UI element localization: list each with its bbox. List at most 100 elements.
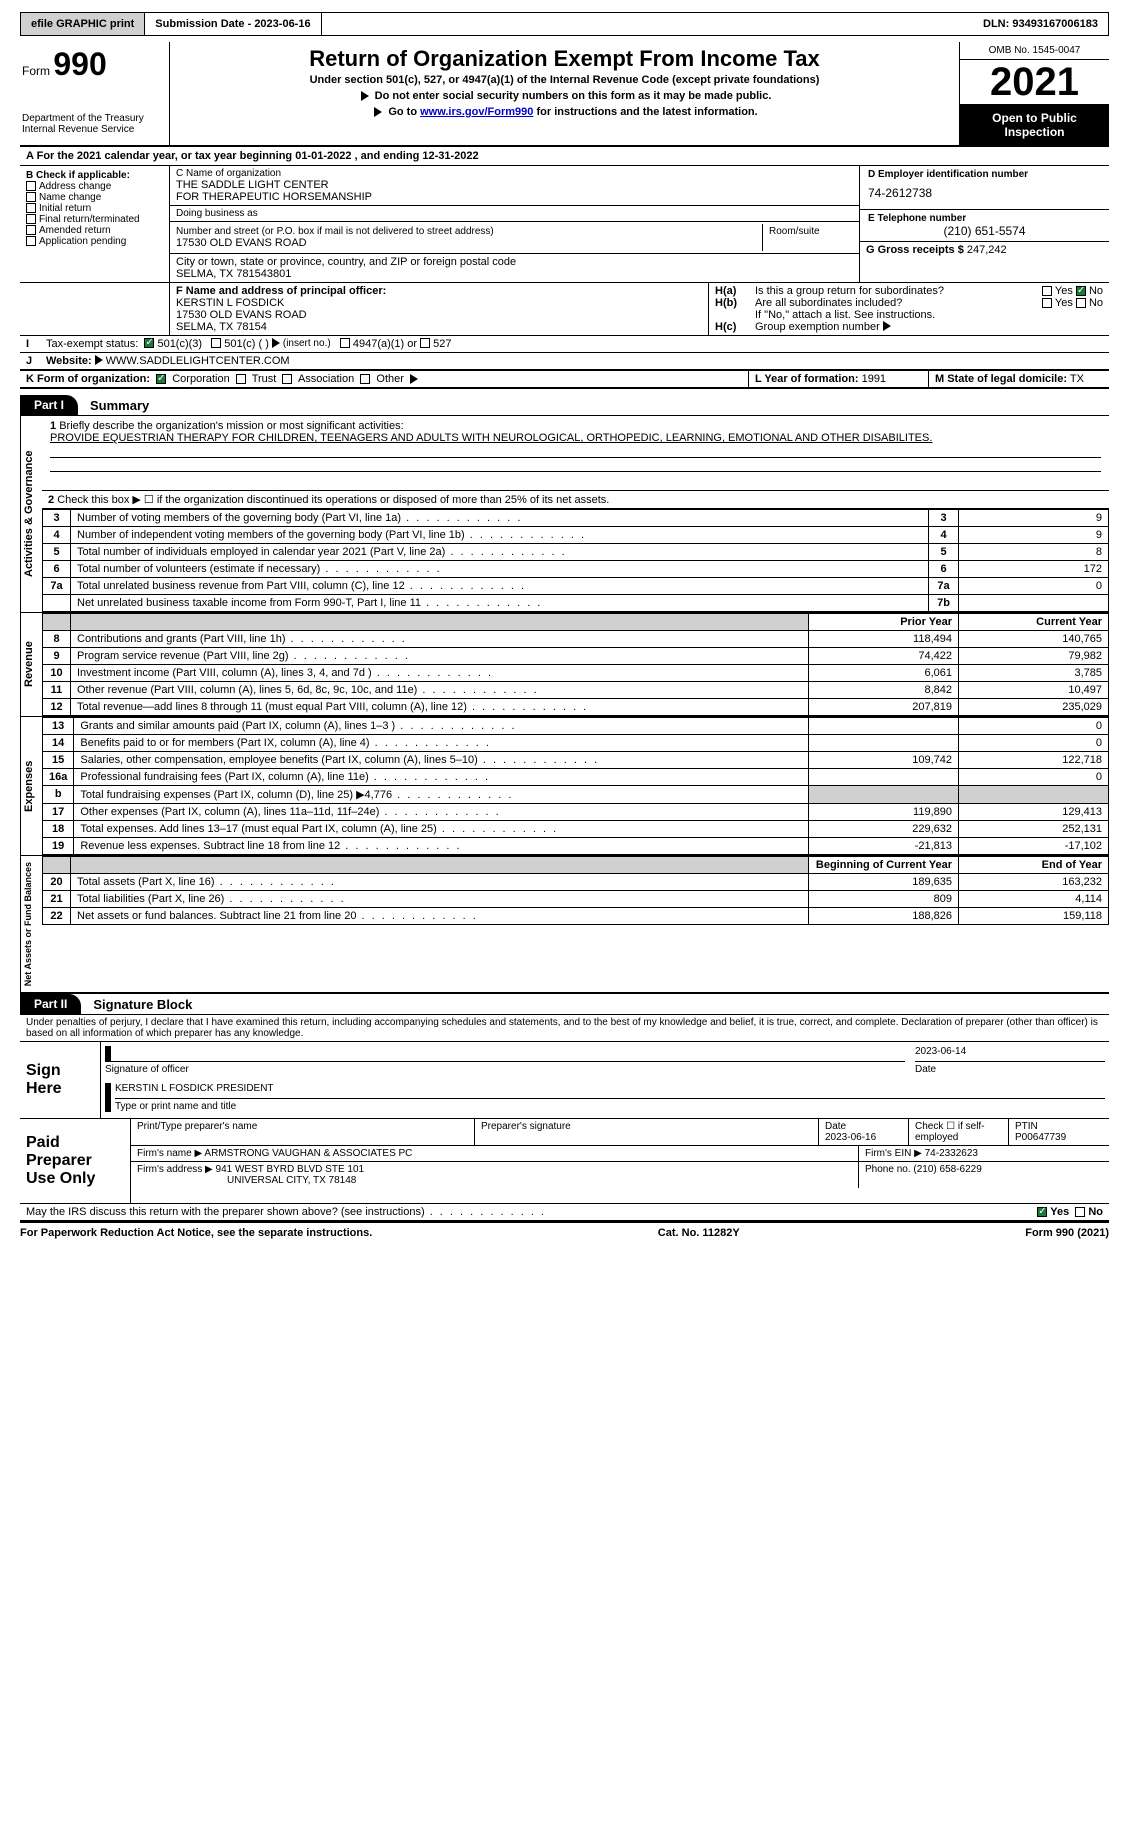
checkbox-pending[interactable] [26,236,36,246]
ptin-label: PTIN [1015,1121,1103,1132]
form-title: Return of Organization Exempt From Incom… [178,46,951,72]
irs-link[interactable]: www.irs.gov/Form990 [420,106,533,118]
hb-yes[interactable] [1042,298,1052,308]
part-1-title: Summary [78,398,149,413]
cb-4947[interactable] [340,338,350,348]
cb-other[interactable] [360,374,370,384]
line-2: Check this box ▶ ☐ if the organization d… [57,494,609,506]
dept-label: Department of the Treasury Internal Reve… [22,113,163,135]
cb-501c3[interactable] [144,338,154,348]
cb-527[interactable] [420,338,430,348]
opt-4947: 4947(a)(1) or [353,338,417,350]
yes-label: Yes [1050,1206,1069,1218]
e-label: E Telephone number [868,213,1101,224]
officer-name: KERSTIN L FOSDICK [176,297,702,309]
form-number: 990 [53,46,106,82]
header-right: OMB No. 1545-0047 2021 Open to Public In… [959,42,1109,145]
street-value: 17530 OLD EVANS ROAD [176,237,756,249]
side-expenses: Expenses [20,717,42,855]
gross-receipts: 247,242 [967,244,1007,256]
checkbox-name-change[interactable] [26,192,36,202]
firm-addr1: 941 WEST BYRD BLVD STE 101 [216,1164,365,1175]
part-1-header: Part I Summary [20,395,1109,416]
part-2-badge: Part II [20,994,81,1014]
efile-print-button[interactable]: efile GRAPHIC print [21,13,145,35]
officer-addr2: SELMA, TX 78154 [176,321,702,333]
street-label: Number and street (or P.O. box if mail i… [176,226,756,237]
g-label: G Gross receipts $ [866,244,964,256]
opt-initial-return: Initial return [39,203,91,214]
officer-addr1: 17530 OLD EVANS ROAD [176,309,702,321]
room-label: Room/suite [769,226,847,237]
side-net-assets: Net Assets or Fund Balances [20,856,42,992]
city-label: City or town, state or province, country… [176,256,853,268]
cb-corp[interactable] [156,374,166,384]
checkbox-amended[interactable] [26,225,36,235]
subtitle-3-pre: Go to [388,106,420,118]
firm-phone-label: Phone no. [865,1164,911,1175]
d-label: D Employer identification number [868,169,1101,180]
form-header: Form 990 Department of the Treasury Inte… [20,42,1109,147]
checkbox-address-change[interactable] [26,181,36,191]
dba-label: Doing business as [176,208,258,219]
j-label: Website: [46,355,92,367]
print-preparer-label: Print/Type preparer's name [137,1121,468,1132]
no-label: No [1088,1206,1103,1218]
f-label: F Name and address of principal officer: [176,285,386,297]
checkbox-initial-return[interactable] [26,203,36,213]
ein-value: 74-2612738 [868,180,1101,206]
checkbox-final-return[interactable] [26,214,36,224]
opt-other: Other [376,373,404,385]
paid-date: 2023-06-16 [825,1132,902,1143]
footer-left: For Paperwork Reduction Act Notice, see … [20,1227,372,1239]
part-2-header: Part II Signature Block [20,994,1109,1015]
part-2-title: Signature Block [81,997,192,1012]
discuss-yes[interactable] [1037,1207,1047,1217]
ha-no[interactable] [1076,286,1086,296]
arrow-icon [95,355,103,365]
firm-ein: 74-2332623 [925,1148,978,1159]
arrow-icon [361,91,369,101]
side-revenue: Revenue [20,613,42,716]
discuss-text: May the IRS discuss this return with the… [26,1206,1037,1218]
ha-text: Is this a group return for subordinates? [755,285,1042,297]
cb-trust[interactable] [236,374,246,384]
subtitle-3-post: for instructions and the latest informat… [536,106,757,118]
self-employed-check[interactable]: Check ☐ if self-employed [909,1119,1009,1145]
cb-501c[interactable] [211,338,221,348]
section-bcdeg: B Check if applicable: Address change Na… [20,166,1109,283]
footer-right: Form 990 (2021) [1025,1227,1109,1239]
paid-preparer-label: Paid Preparer Use Only [20,1119,130,1203]
sign-date: 2023-06-14 [915,1046,1105,1062]
opt-501c: 501(c) ( ) [224,338,269,350]
revenue-block: Revenue Prior Year Current Year 8Contrib… [20,613,1109,717]
phone-value: (210) 651-5574 [868,224,1101,238]
subtitle-1: Under section 501(c), 527, or 4947(a)(1)… [178,74,951,86]
insert-no-hint: (insert no.) [283,338,331,350]
section-klm: K Form of organization: Corporation Trus… [20,371,1109,389]
arrow-icon [374,107,382,117]
website-value: WWW.SADDLELIGHTCENTER.COM [106,355,290,367]
col-current: Current Year [959,614,1109,631]
opt-assoc: Association [298,373,354,385]
dln-number: DLN: 93493167006183 [973,13,1108,35]
cb-assoc[interactable] [282,374,292,384]
c-name-label: C Name of organization [176,168,853,179]
firm-addr2: UNIVERSAL CITY, TX 78148 [137,1175,356,1186]
paid-preparer-block: Paid Preparer Use Only Print/Type prepar… [20,1119,1109,1204]
opt-name-change: Name change [39,192,101,203]
discuss-no[interactable] [1075,1207,1085,1217]
hb-no[interactable] [1076,298,1086,308]
opt-trust: Trust [252,373,277,385]
tax-year: 2021 [960,60,1109,105]
submission-date: Submission Date - 2023-06-16 [145,13,321,35]
firm-name: ARMSTRONG VAUGHAN & ASSOCIATES PC [204,1148,412,1159]
hb-text: Are all subordinates included? [755,297,1042,309]
hb-note: If "No," attach a list. See instructions… [715,309,1103,321]
ha-yes[interactable] [1042,286,1052,296]
top-bar: efile GRAPHIC print Submission Date - 20… [20,12,1109,36]
mission-text: PROVIDE EQUESTRIAN THERAPY FOR CHILDREN,… [50,432,932,444]
expenses-block: Expenses 13Grants and similar amounts pa… [20,717,1109,856]
sig-officer-label: Signature of officer [105,1064,905,1075]
col-end: End of Year [959,857,1109,874]
